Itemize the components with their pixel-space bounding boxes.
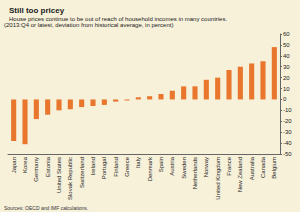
svg-text:United Kingdom: United Kingdom [215, 157, 221, 200]
svg-text:-40: -40 [283, 140, 292, 146]
svg-text:-30: -30 [283, 129, 292, 135]
svg-text:France: France [226, 156, 232, 175]
svg-text:Still too pricey: Still too pricey [9, 6, 65, 15]
svg-text:Slovak Republic: Slovak Republic [67, 157, 73, 200]
svg-text:Norway: Norway [203, 157, 209, 177]
svg-text:Italy: Italy [135, 157, 141, 168]
svg-text:Sweden: Sweden [181, 157, 187, 179]
svg-text:New Zealand: New Zealand [237, 157, 243, 192]
svg-text:Portugal: Portugal [101, 157, 107, 179]
svg-text:House prices continue to be ou: House prices continue to be out of reach… [9, 16, 227, 22]
svg-text:50: 50 [283, 42, 290, 48]
svg-text:20: 20 [283, 75, 290, 81]
svg-text:Belgium: Belgium [271, 157, 277, 179]
svg-text:Denmark: Denmark [147, 156, 153, 181]
svg-text:Canada: Canada [260, 156, 266, 178]
svg-text:-20: -20 [283, 118, 292, 124]
svg-text:60: 60 [283, 31, 290, 37]
svg-text:-50: -50 [283, 151, 292, 157]
svg-text:10: 10 [283, 86, 290, 92]
svg-text:(2013:Q4 or latest, deviation: (2013:Q4 or latest, deviation from histo… [4, 22, 173, 28]
svg-text:Greece: Greece [124, 156, 130, 176]
svg-text:Germany: Germany [33, 157, 39, 182]
svg-text:40: 40 [283, 53, 290, 59]
svg-text:Australia: Australia [249, 156, 255, 180]
svg-text:Austria: Austria [169, 156, 175, 175]
svg-text:Sources: OECD and IMF calculat: Sources: OECD and IMF calculations. [4, 205, 88, 211]
svg-text:Finland: Finland [113, 157, 119, 177]
svg-text:United States: United States [56, 157, 62, 193]
svg-text:Switzerland: Switzerland [79, 157, 85, 188]
svg-text:Japan: Japan [11, 157, 17, 173]
svg-text:Korea: Korea [22, 156, 28, 173]
svg-text:30: 30 [283, 64, 290, 70]
svg-text:0: 0 [283, 96, 287, 102]
svg-text:-10: -10 [283, 107, 292, 113]
svg-text:Spain: Spain [158, 157, 164, 172]
svg-text:Netherlands: Netherlands [192, 157, 198, 189]
svg-text:Estonia: Estonia [45, 156, 51, 177]
svg-text:Ireland: Ireland [90, 157, 96, 175]
